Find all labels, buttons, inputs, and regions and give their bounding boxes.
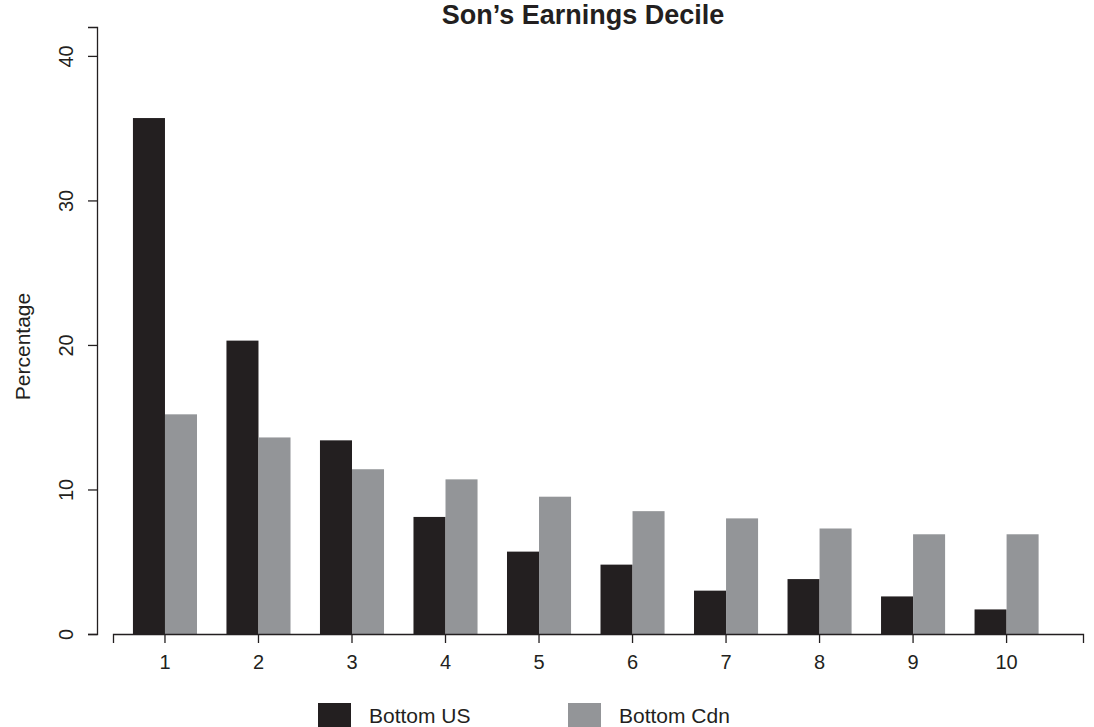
bar bbox=[726, 518, 758, 634]
x-tick-mark bbox=[445, 634, 446, 643]
bar bbox=[352, 469, 384, 634]
bar bbox=[913, 534, 945, 634]
bar bbox=[133, 118, 165, 634]
y-tick-mark bbox=[88, 56, 97, 57]
x-tick: 4 bbox=[440, 634, 451, 673]
x-tick-label: 8 bbox=[814, 651, 825, 673]
x-tick-label: 3 bbox=[346, 651, 357, 673]
legend-item: Bottom US bbox=[318, 703, 471, 727]
y-tick-label: 30 bbox=[55, 190, 77, 212]
x-tick: 2 bbox=[253, 634, 264, 673]
legend-item: Bottom Cdn bbox=[568, 703, 730, 727]
bar bbox=[165, 414, 197, 634]
y-tick-mark bbox=[88, 489, 97, 490]
bar bbox=[820, 528, 852, 634]
x-tick: 9 bbox=[908, 634, 919, 673]
bar bbox=[320, 440, 352, 634]
y-tick: 40 bbox=[55, 45, 97, 67]
x-tick-mark bbox=[258, 634, 259, 643]
x-tick-mark bbox=[164, 634, 165, 643]
x-tick-label: 1 bbox=[159, 651, 170, 673]
x-tick-label: 4 bbox=[440, 651, 451, 673]
x-tick: 7 bbox=[720, 634, 731, 673]
bar bbox=[258, 437, 290, 634]
x-tick-label: 5 bbox=[533, 651, 544, 673]
x-tick-label: 7 bbox=[720, 651, 731, 673]
bar bbox=[975, 609, 1007, 634]
bar bbox=[1007, 534, 1039, 634]
legend-swatch bbox=[318, 703, 351, 727]
x-tick-mark bbox=[632, 634, 633, 643]
bar-series bbox=[133, 118, 1007, 634]
y-axis: 0 10 20 30 40 bbox=[55, 28, 98, 641]
y-tick-label: 40 bbox=[55, 45, 77, 67]
x-tick-mark bbox=[819, 634, 820, 643]
x-tick-mark bbox=[912, 634, 913, 643]
bars bbox=[133, 118, 1039, 634]
x-tick: 5 bbox=[533, 634, 544, 673]
y-tick-label: 20 bbox=[55, 334, 77, 356]
x-tick: 6 bbox=[627, 634, 638, 673]
x-tick-label: 6 bbox=[627, 651, 638, 673]
bar bbox=[633, 511, 665, 634]
x-axis-line bbox=[114, 635, 1084, 644]
y-tick-mark bbox=[88, 634, 97, 635]
title: Son’s Earnings Decile bbox=[442, 0, 725, 30]
x-tick: 10 bbox=[995, 634, 1017, 673]
x-tick-mark bbox=[351, 634, 352, 643]
legend-label: Bottom US bbox=[369, 704, 471, 727]
y-tick: 0 bbox=[55, 629, 97, 640]
y-tick: 10 bbox=[55, 479, 97, 501]
y-tick: 20 bbox=[55, 334, 97, 356]
legend: Bottom US Bottom Cdn bbox=[318, 703, 730, 727]
chart: 1 2 3 4 5 6 7 8 9 10 0 10 20 30 40 Percentage Son’s Earn… bbox=[0, 0, 1094, 727]
x-tick-mark bbox=[538, 634, 539, 643]
bar bbox=[694, 591, 726, 634]
x-tick: 3 bbox=[346, 634, 357, 673]
x-tick-label: 10 bbox=[995, 651, 1017, 673]
x-tick-mark bbox=[1006, 634, 1007, 643]
legend-label: Bottom Cdn bbox=[619, 704, 730, 727]
x-tick: 1 bbox=[159, 634, 170, 673]
y-axis-title: Percentage bbox=[11, 293, 34, 400]
y-axis-line bbox=[88, 28, 98, 635]
x-tick: 8 bbox=[814, 634, 825, 673]
bar bbox=[881, 596, 913, 634]
y-tick: 30 bbox=[55, 190, 97, 212]
y-tick-label: 0 bbox=[55, 629, 77, 640]
bar bbox=[446, 479, 478, 634]
y-tick-mark bbox=[88, 200, 97, 201]
bar bbox=[539, 497, 571, 634]
x-tick-label: 2 bbox=[253, 651, 264, 673]
legend-swatch bbox=[568, 703, 601, 727]
x-tick-mark bbox=[725, 634, 726, 643]
y-tick-label: 10 bbox=[55, 479, 77, 501]
bar bbox=[226, 341, 258, 634]
x-axis: 1 2 3 4 5 6 7 8 9 10 bbox=[114, 634, 1084, 673]
bar bbox=[413, 517, 445, 634]
bar bbox=[788, 579, 820, 634]
bar bbox=[507, 552, 539, 634]
y-tick-mark bbox=[88, 345, 97, 346]
x-tick-label: 9 bbox=[908, 651, 919, 673]
bar-series bbox=[165, 414, 1039, 634]
bar bbox=[601, 565, 633, 634]
